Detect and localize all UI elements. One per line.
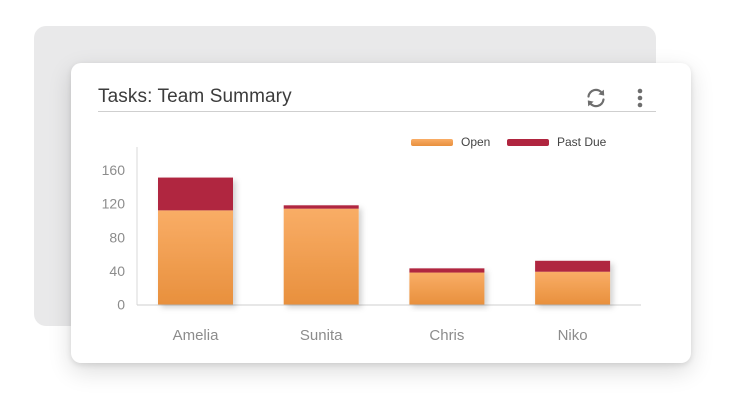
x-category-label: Sunita bbox=[300, 327, 343, 344]
x-category-label: Amelia bbox=[173, 327, 220, 344]
legend-label-open: Open bbox=[461, 135, 490, 149]
more-options-button[interactable] bbox=[627, 85, 653, 111]
y-tick-label: 120 bbox=[102, 196, 126, 212]
title-divider bbox=[98, 111, 656, 112]
y-tick-label: 80 bbox=[109, 229, 125, 245]
bar-stack bbox=[409, 268, 485, 305]
bar-segment-past-due bbox=[535, 260, 611, 272]
bar-stack bbox=[283, 205, 359, 305]
chart-legend: Open Past Due bbox=[411, 135, 607, 149]
legend-label-past-due: Past Due bbox=[557, 135, 607, 149]
x-category-label: Niko bbox=[558, 327, 588, 344]
y-tick-label: 40 bbox=[109, 263, 125, 279]
bar-stack bbox=[535, 260, 611, 305]
widget-title: Tasks: Team Summary bbox=[98, 86, 292, 107]
bar-segment-past-due bbox=[283, 205, 359, 209]
y-tick-label: 0 bbox=[117, 297, 125, 313]
more-vertical-icon bbox=[637, 88, 643, 108]
bar-segment-past-due bbox=[409, 268, 485, 273]
y-axis-ticks: 0 40 80 120 160 bbox=[102, 162, 126, 313]
x-category-label: Chris bbox=[429, 327, 464, 344]
bars-group bbox=[158, 177, 611, 305]
bar-segment-past-due bbox=[158, 177, 233, 211]
tasks-summary-widget: Tasks: Team Summary Open bbox=[71, 63, 691, 363]
bar-segment-open bbox=[409, 272, 485, 305]
bar-segment-open bbox=[283, 208, 359, 305]
y-tick-label: 160 bbox=[102, 162, 126, 178]
legend-swatch-past-due bbox=[507, 139, 549, 146]
x-axis-labels: Amelia Sunita Chris Niko bbox=[173, 327, 588, 344]
refresh-icon bbox=[587, 88, 605, 108]
bar-segment-open bbox=[158, 210, 233, 305]
bar-segment-open bbox=[535, 271, 611, 305]
legend-swatch-open bbox=[411, 139, 453, 146]
refresh-button[interactable] bbox=[583, 85, 609, 111]
bar-stack bbox=[158, 177, 233, 305]
stacked-bar-chart: Open Past Due 0 40 80 120 160 Amelia Sunita Ch… bbox=[102, 135, 641, 344]
